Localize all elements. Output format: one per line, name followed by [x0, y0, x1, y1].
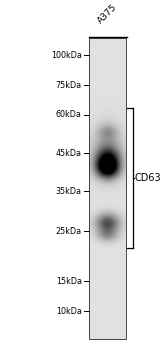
- Text: A375: A375: [96, 2, 119, 25]
- Text: 35kDa: 35kDa: [56, 187, 82, 196]
- Text: 45kDa: 45kDa: [56, 149, 82, 158]
- Text: 60kDa: 60kDa: [56, 110, 82, 119]
- Text: 15kDa: 15kDa: [56, 276, 82, 286]
- Bar: [89, 38, 126, 340]
- Bar: [89, 38, 126, 340]
- Text: 100kDa: 100kDa: [51, 51, 82, 60]
- Text: 75kDa: 75kDa: [56, 80, 82, 90]
- Text: CD63: CD63: [135, 173, 162, 183]
- Text: 10kDa: 10kDa: [56, 307, 82, 316]
- Text: 25kDa: 25kDa: [56, 227, 82, 236]
